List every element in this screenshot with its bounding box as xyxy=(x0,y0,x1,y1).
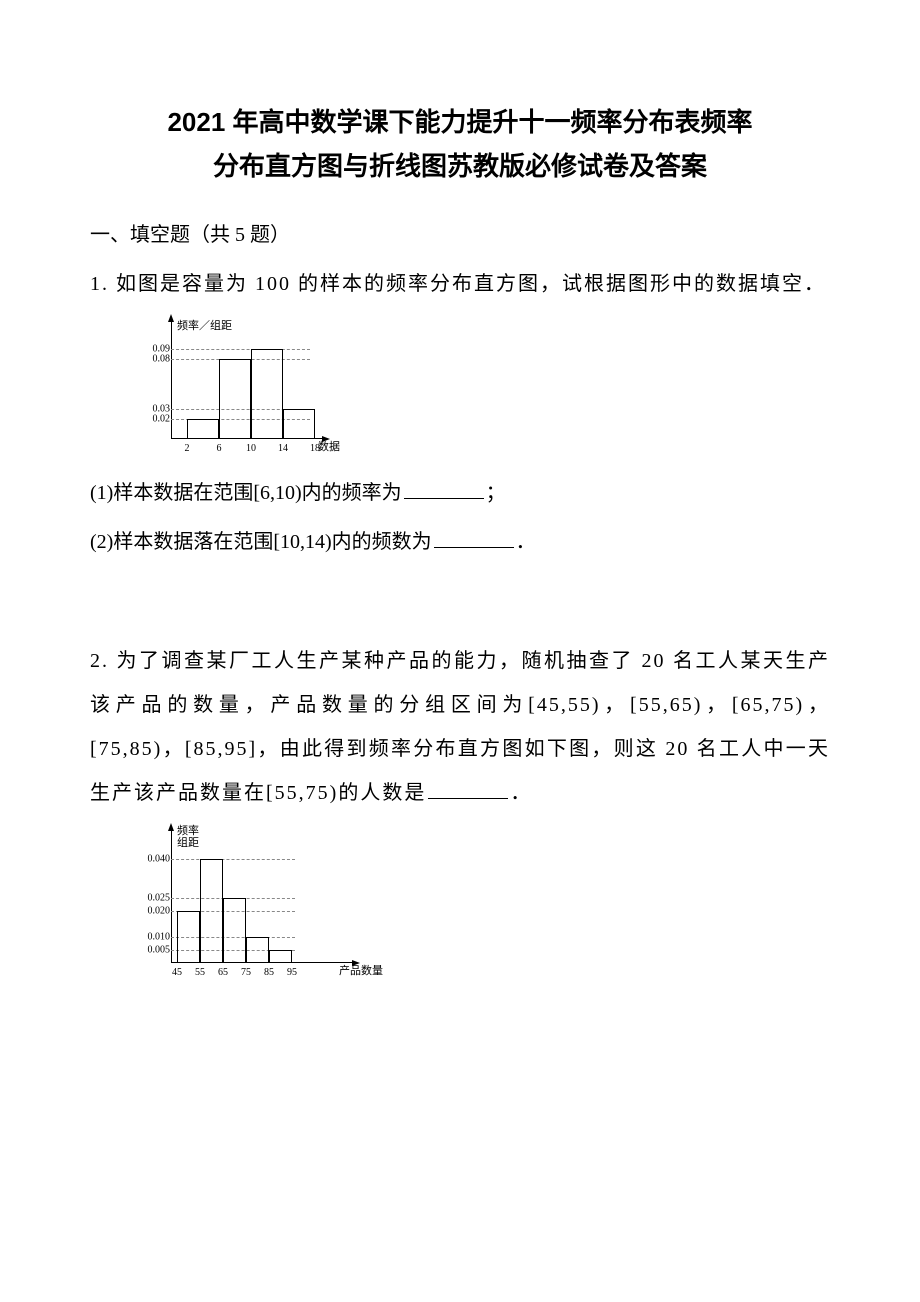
x-tick-label: 75 xyxy=(241,967,251,978)
chart-2-container: 频率 组距 产品数量 0.040 0.025 0.020 0.010 0.00545 55… xyxy=(135,823,830,983)
grid-line xyxy=(171,349,310,350)
histogram-chart-2: 频率 组距 产品数量 0.0400.0250.0200.0100.0054555… xyxy=(135,823,365,983)
fill-in-blank[interactable] xyxy=(434,530,514,548)
x-tick-label: 14 xyxy=(278,443,288,454)
title-line-2: 分布直方图与折线图苏教版必修试卷及答案 xyxy=(90,144,830,188)
document-title: 2021 年高中数学课下能力提升十一频率分布表频率 分布直方图与折线图苏教版必修… xyxy=(90,100,830,188)
section-header: 一、填空题（共 5 题） xyxy=(90,213,830,257)
y-axis-label: 频率／组距 xyxy=(177,317,232,333)
histogram-bar xyxy=(177,911,200,963)
q1-sub1-suffix: ； xyxy=(486,482,506,504)
fill-in-blank[interactable] xyxy=(428,781,508,799)
y-tick-label: 0.08 xyxy=(153,354,171,365)
x-tick-label: 6 xyxy=(217,443,222,454)
grid-line xyxy=(171,859,295,860)
histogram-bar xyxy=(187,419,219,439)
histogram-bar xyxy=(200,859,223,963)
y-tick-label: 0.025 xyxy=(148,893,171,904)
y-tick-label: 0.005 xyxy=(148,945,171,956)
x-axis-label: 数据 xyxy=(318,438,340,454)
y-axis xyxy=(171,828,172,963)
y-axis-label: 频率 组距 xyxy=(177,825,199,849)
y-axis-arrow-icon xyxy=(168,314,174,322)
histogram-bar xyxy=(251,349,283,439)
histogram-bar xyxy=(269,950,292,963)
chart-1-container: 频率／组距 数据 0.090.080.030.0226101418 xyxy=(135,314,830,459)
y-tick-label: 0.020 xyxy=(148,906,171,917)
q1-sub1-prefix: (1)样本数据在范围[6,10)内的频率为 xyxy=(90,482,402,504)
question-1-sub-1: (1)样本数据在范围[6,10)内的频率为 ； xyxy=(90,471,830,515)
histogram-bar xyxy=(223,898,246,963)
y-axis xyxy=(171,319,172,439)
fill-in-blank[interactable] xyxy=(404,481,484,499)
x-tick-label: 55 xyxy=(195,967,205,978)
x-tick-label: 2 xyxy=(185,443,190,454)
histogram-chart-1: 频率／组距 数据 0.090.080.030.0226101418 xyxy=(135,314,335,459)
x-tick-label: 10 xyxy=(246,443,256,454)
histogram-bar xyxy=(246,937,269,963)
y-tick-label: 0.02 xyxy=(153,414,171,425)
x-tick-label: 45 xyxy=(172,967,182,978)
question-1-text: 1. 如图是容量为 100 的样本的频率分布直方图，试根据图形中的数据填空． xyxy=(90,262,830,306)
x-axis-label: 产品数量 xyxy=(339,962,383,978)
y-tick-label: 0.040 xyxy=(148,854,171,865)
histogram-bar xyxy=(219,359,251,439)
y-tick-label: 0.010 xyxy=(148,932,171,943)
x-tick-label: 18 xyxy=(310,443,320,454)
question-1-sub-2: (2)样本数据落在范围[10,14)内的频数为 ． xyxy=(90,520,830,564)
title-line-1: 2021 年高中数学课下能力提升十一频率分布表频率 xyxy=(90,100,830,144)
histogram-bar xyxy=(283,409,315,439)
q2-suffix: ． xyxy=(510,782,532,804)
question-2-text: 2. 为了调查某厂工人生产某种产品的能力，随机抽查了 20 名工人某天生产该产品… xyxy=(90,639,830,815)
x-tick-label: 65 xyxy=(218,967,228,978)
x-tick-label: 95 xyxy=(287,967,297,978)
y-axis-arrow-icon xyxy=(168,823,174,831)
x-tick-label: 85 xyxy=(264,967,274,978)
q1-sub2-prefix: (2)样本数据落在范围[10,14)内的频数为 xyxy=(90,531,432,553)
q1-sub2-suffix: ． xyxy=(516,531,536,553)
